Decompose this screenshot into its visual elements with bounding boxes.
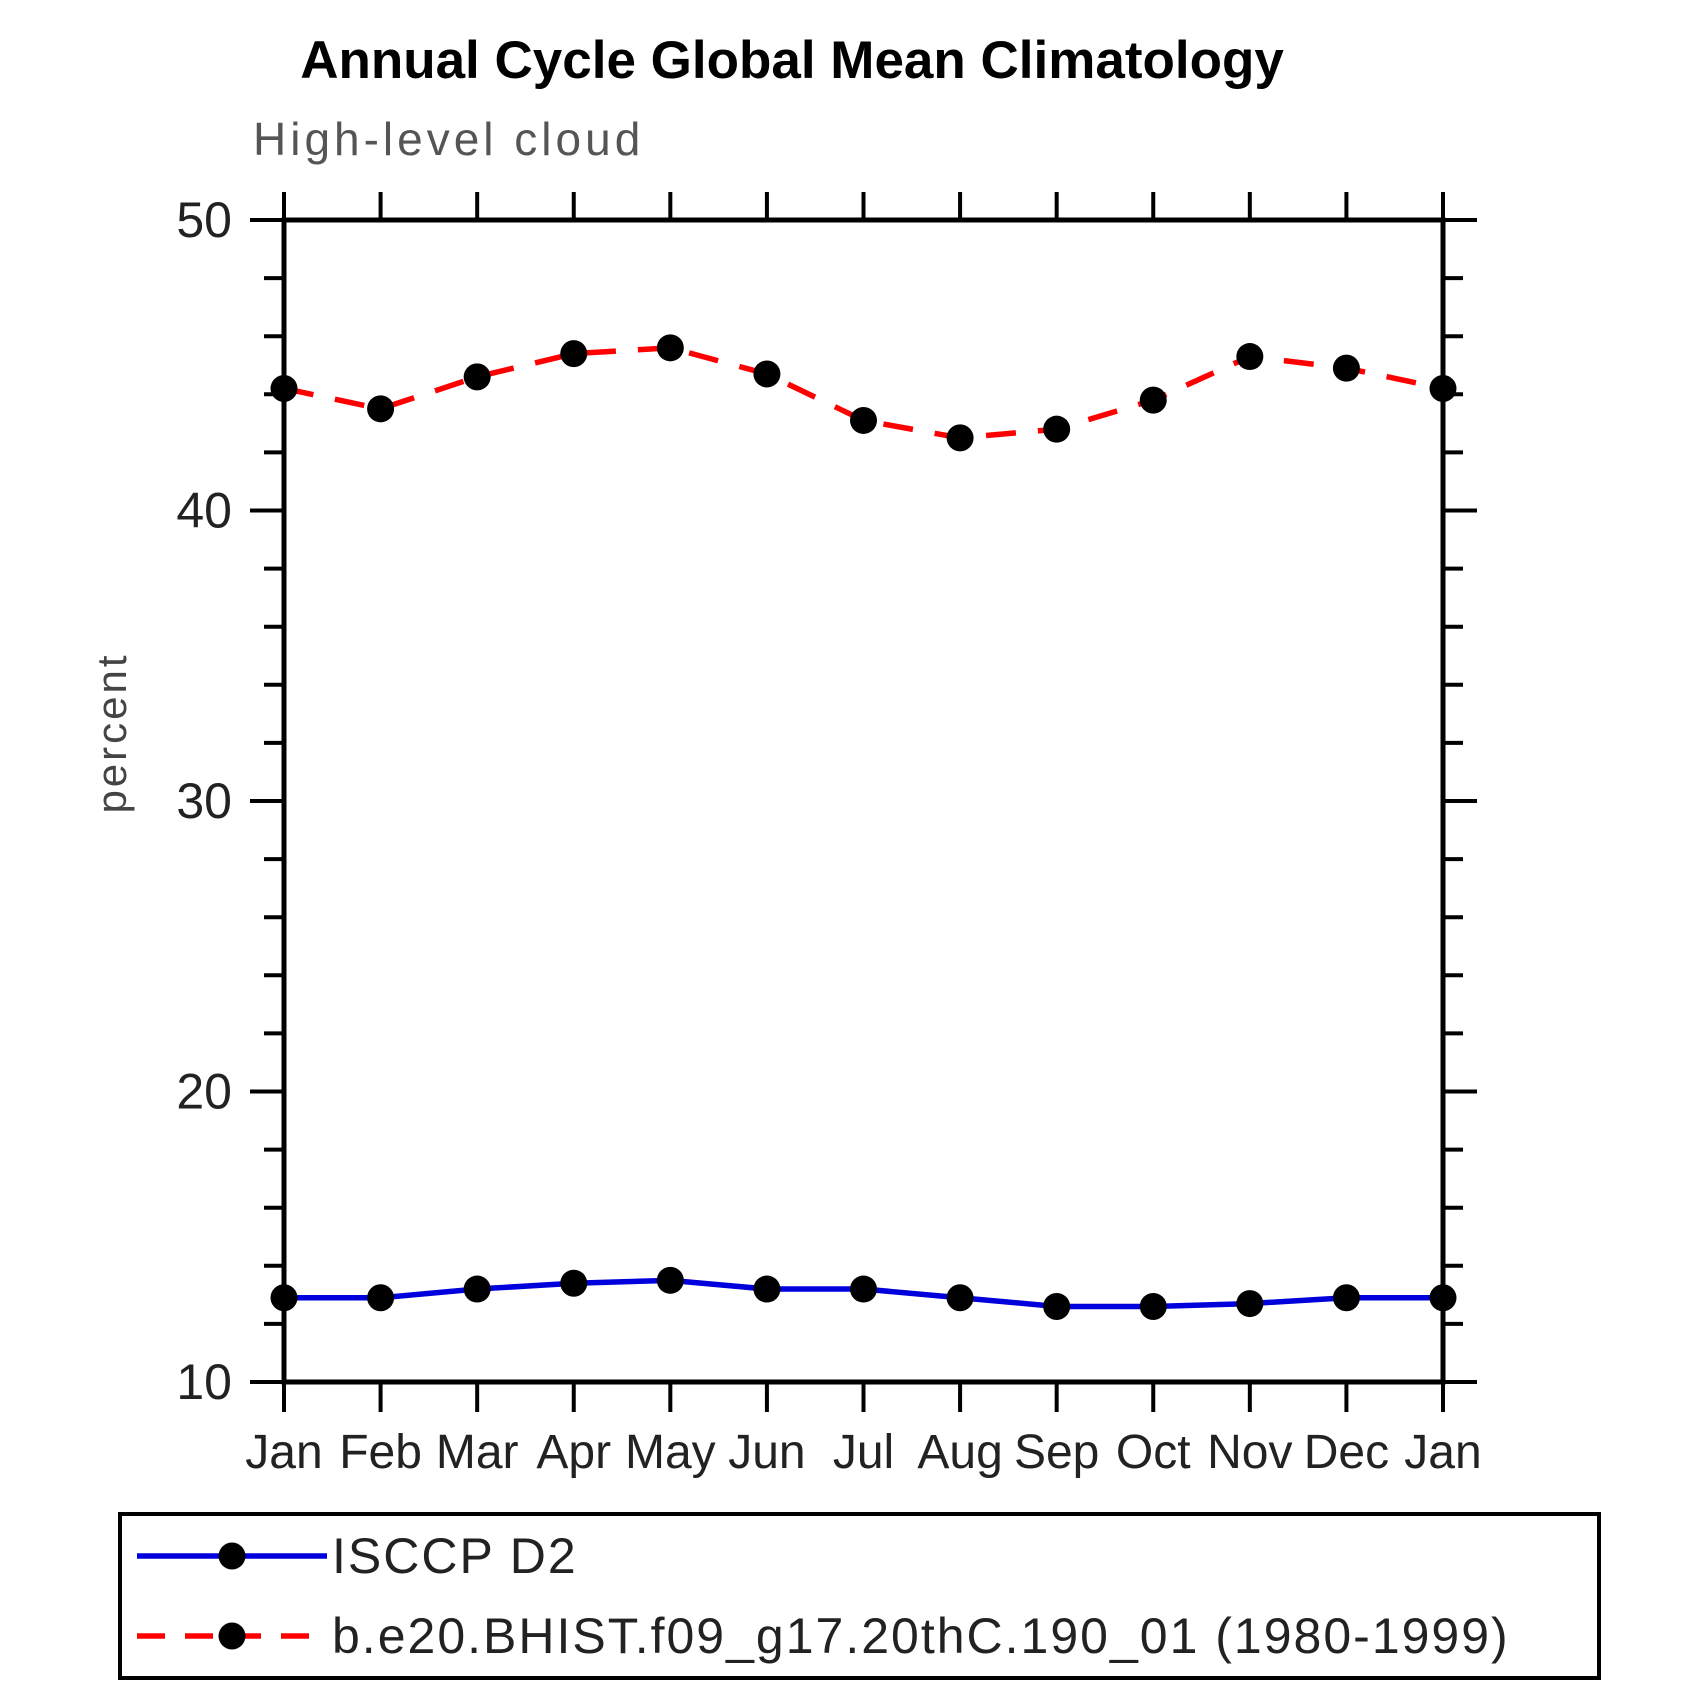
x-tick-label: Jan [245, 1426, 322, 1479]
data-point [656, 1266, 684, 1294]
y-tick-label: 50 [176, 192, 232, 248]
x-tick-label: Jan [1404, 1426, 1481, 1479]
legend-item-model-run: b.e20.BHIST.f09_g17.20thC.190_01 (1980-1… [122, 1596, 1597, 1676]
y-tick-label: 30 [176, 773, 232, 829]
y-tick-label: 20 [176, 1064, 232, 1120]
data-point [463, 363, 491, 391]
data-point [1139, 386, 1167, 414]
y-tick-label: 10 [176, 1354, 232, 1410]
x-tick-label: Aug [917, 1426, 1002, 1479]
data-point [367, 395, 395, 423]
legend-key-solid-line-icon [137, 1542, 327, 1570]
data-point [1332, 1284, 1360, 1312]
data-point [946, 1284, 974, 1312]
plot-frame [281, 217, 1446, 1385]
data-point [1429, 374, 1457, 402]
data-point [1139, 1292, 1167, 1320]
x-tick-label: Nov [1207, 1426, 1292, 1479]
data-point [1043, 1292, 1071, 1320]
data-point [656, 334, 684, 362]
data-point [367, 1284, 395, 1312]
x-tick-label: Oct [1116, 1426, 1191, 1479]
legend: ISCCP D2 b.e20.BHIST.f09_g17.20thC.190_0… [118, 1512, 1601, 1680]
x-tick-label: Jul [833, 1426, 894, 1479]
data-point [753, 1275, 781, 1303]
x-tick-label: Sep [1014, 1426, 1099, 1479]
data-point [1236, 1290, 1264, 1318]
data-point [1236, 343, 1264, 371]
y-tick-label: 40 [176, 483, 232, 539]
x-tick-label: Apr [536, 1426, 611, 1479]
legend-item-isccp-d2: ISCCP D2 [122, 1516, 1597, 1596]
data-point [946, 424, 974, 452]
legend-label: b.e20.BHIST.f09_g17.20thC.190_01 (1980-1… [332, 1608, 1510, 1664]
data-point [850, 1275, 877, 1303]
x-tick-label: Feb [339, 1426, 422, 1479]
data-point [560, 1269, 588, 1297]
data-point [560, 340, 588, 368]
chart-subtitle: High-level cloud [253, 113, 645, 165]
x-tick-label: Dec [1304, 1426, 1389, 1479]
data-point [753, 360, 781, 388]
data-point [850, 406, 877, 434]
data-point [1332, 354, 1360, 382]
chart-title: Annual Cycle Global Mean Climatology [300, 31, 1284, 90]
data-point [270, 374, 298, 402]
x-tick-label: Mar [436, 1426, 519, 1479]
x-tick-label: May [625, 1426, 716, 1479]
legend-label: ISCCP D2 [332, 1528, 578, 1584]
data-point [270, 1284, 298, 1312]
data-point [1043, 415, 1071, 443]
data-point [463, 1275, 491, 1303]
data-point [1429, 1284, 1457, 1312]
x-tick-label: Jun [728, 1426, 805, 1479]
legend-key-dashed-line-icon [137, 1622, 327, 1650]
